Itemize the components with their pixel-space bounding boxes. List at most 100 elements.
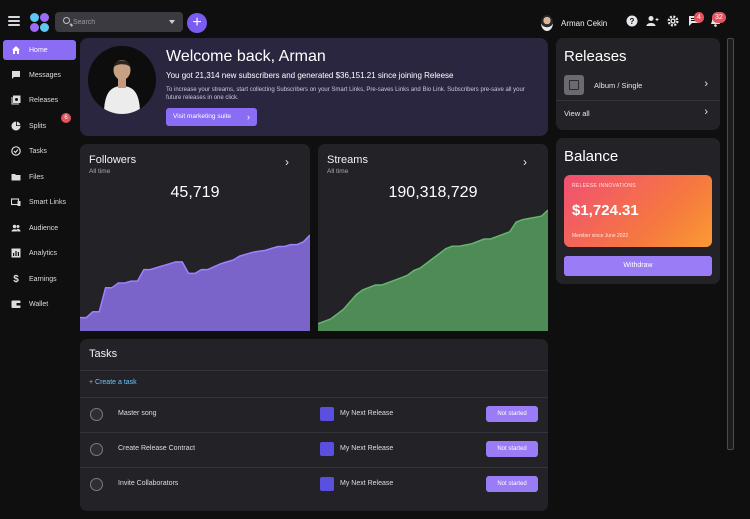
sidebar-item-label: Analytics bbox=[29, 249, 58, 257]
streams-value: 190,318,729 bbox=[388, 184, 478, 201]
sidebar-item-label: Smart Links bbox=[29, 198, 66, 206]
splits-badge: 6 bbox=[61, 113, 71, 123]
tasks-icon bbox=[11, 146, 21, 156]
divider bbox=[80, 370, 548, 371]
album-single-link[interactable]: Album / Single bbox=[594, 81, 643, 90]
task-release: My Next Release bbox=[340, 410, 394, 417]
welcome-banner: Welcome back, Arman You got 21,314 new s… bbox=[80, 38, 548, 136]
balance-org: RELEESE INNOVATIONS bbox=[572, 183, 636, 189]
create-task-link[interactable]: + Create a task bbox=[89, 379, 137, 386]
avatar[interactable] bbox=[541, 15, 553, 31]
chevron-right-icon[interactable]: › bbox=[523, 155, 527, 169]
profile-photo bbox=[88, 46, 156, 114]
user-menu[interactable]: Arman Cekin bbox=[541, 14, 607, 32]
marketing-suite-label: Visit marketing suite bbox=[173, 113, 232, 120]
search-box[interactable] bbox=[55, 12, 183, 32]
view-all-link[interactable]: View all bbox=[564, 109, 590, 118]
welcome-stat: You got 21,314 new subscribers and gener… bbox=[166, 71, 454, 80]
release-artwork-icon bbox=[320, 477, 334, 491]
audience-icon bbox=[11, 223, 21, 233]
sidebar-item-earnings[interactable]: $ Earnings bbox=[3, 269, 76, 289]
chevron-right-icon[interactable]: › bbox=[704, 106, 708, 118]
chart-line bbox=[80, 234, 310, 319]
search-icon bbox=[63, 17, 70, 24]
folder-icon bbox=[11, 172, 21, 182]
add-user-icon[interactable] bbox=[646, 15, 659, 27]
task-complete-checkbox[interactable] bbox=[90, 478, 103, 491]
sidebar-item-label: Wallet bbox=[29, 300, 49, 308]
tasks-panel: Tasks + Create a task Master song My Nex… bbox=[80, 339, 548, 511]
menu-icon[interactable] bbox=[8, 16, 20, 26]
sidebar-item-tasks[interactable]: Tasks bbox=[3, 141, 76, 161]
sidebar-item-messages[interactable]: Messages bbox=[3, 65, 76, 85]
sidebar-item-analytics[interactable]: Analytics bbox=[3, 243, 76, 263]
table-row[interactable]: Master song My Next Release Not started bbox=[80, 397, 548, 432]
sidebar-item-label: Releases bbox=[29, 96, 59, 104]
splits-icon bbox=[11, 121, 21, 131]
app-logo[interactable] bbox=[30, 13, 50, 33]
search-input[interactable] bbox=[73, 15, 163, 29]
table-row[interactable]: Invite Collaborators My Next Release Not… bbox=[80, 467, 548, 502]
welcome-description: To increase your streams, start collecti… bbox=[166, 87, 525, 101]
user-name: Arman Cekin bbox=[561, 18, 608, 28]
releases-title: Releases bbox=[564, 48, 627, 65]
releases-icon bbox=[11, 95, 21, 105]
gear-icon[interactable] bbox=[667, 15, 679, 27]
task-complete-checkbox[interactable] bbox=[90, 443, 103, 456]
followers-chart bbox=[80, 234, 310, 331]
chevron-right-icon[interactable]: › bbox=[704, 78, 708, 90]
withdraw-button[interactable]: Withdraw bbox=[564, 256, 712, 276]
sidebar-item-smart-links[interactable]: Smart Links bbox=[3, 192, 76, 212]
task-complete-checkbox[interactable] bbox=[90, 408, 103, 421]
chart-area bbox=[80, 235, 310, 331]
followers-value: 45,719 bbox=[170, 184, 220, 201]
divider bbox=[80, 432, 548, 433]
sidebar-item-label: Messages bbox=[29, 71, 61, 79]
divider bbox=[80, 467, 548, 468]
releases-panel: Releases Album / Single › View all › bbox=[556, 38, 720, 130]
status-button[interactable]: Not started bbox=[486, 406, 538, 422]
top-bar: + Arman Cekin ? 4 32 bbox=[0, 0, 750, 40]
sidebar-item-label: Files bbox=[29, 173, 44, 181]
svg-text:?: ? bbox=[630, 17, 635, 26]
chevron-right-icon[interactable]: › bbox=[285, 155, 289, 169]
home-icon bbox=[11, 45, 21, 55]
task-release: My Next Release bbox=[340, 480, 394, 487]
streams-chart bbox=[318, 209, 548, 331]
marketing-suite-button[interactable]: Visit marketing suite › bbox=[166, 108, 257, 126]
create-button[interactable]: + bbox=[187, 13, 207, 33]
sidebar-item-label: Splits bbox=[29, 122, 47, 130]
sidebar-item-audience[interactable]: Audience bbox=[3, 218, 76, 238]
help-icon[interactable]: ? bbox=[626, 15, 638, 27]
scrollbar[interactable] bbox=[727, 38, 734, 450]
tasks-title: Tasks bbox=[89, 348, 118, 360]
sidebar-item-splits[interactable]: Splits bbox=[3, 116, 76, 136]
task-name: Master song bbox=[118, 410, 157, 417]
divider bbox=[80, 397, 548, 398]
divider bbox=[556, 100, 720, 101]
release-artwork-icon bbox=[320, 442, 334, 456]
followers-title: Followers bbox=[89, 154, 137, 166]
status-button[interactable]: Not started bbox=[486, 441, 538, 457]
followers-card[interactable]: Followers All time › 45,719 bbox=[80, 144, 310, 331]
chevron-down-icon[interactable] bbox=[169, 20, 175, 24]
welcome-title: Welcome back, Arman bbox=[166, 48, 326, 65]
smart-links-icon bbox=[11, 197, 21, 207]
chart-line bbox=[318, 209, 548, 325]
streams-card[interactable]: Streams All time › 190,318,729 bbox=[318, 144, 548, 331]
chevron-right-icon: › bbox=[247, 112, 250, 122]
sidebar-item-releases[interactable]: Releases bbox=[3, 90, 76, 110]
sidebar: Home Messages Releases Splits Tasks File… bbox=[0, 40, 80, 519]
streams-subtitle: All time bbox=[327, 168, 349, 175]
table-row[interactable]: Create Release Contract My Next Release … bbox=[80, 432, 548, 467]
task-name: Invite Collaborators bbox=[118, 480, 179, 487]
messages-badge: 4 bbox=[694, 12, 704, 23]
sidebar-item-wallet[interactable]: Wallet bbox=[3, 294, 76, 314]
release-artwork-icon bbox=[320, 407, 334, 421]
album-icon bbox=[564, 75, 584, 95]
sidebar-item-home[interactable]: Home bbox=[3, 40, 76, 60]
status-button[interactable]: Not started bbox=[486, 476, 538, 492]
balance-amount: $1,724.31 bbox=[572, 202, 639, 219]
sidebar-item-files[interactable]: Files bbox=[3, 167, 76, 187]
streams-title: Streams bbox=[327, 154, 368, 166]
